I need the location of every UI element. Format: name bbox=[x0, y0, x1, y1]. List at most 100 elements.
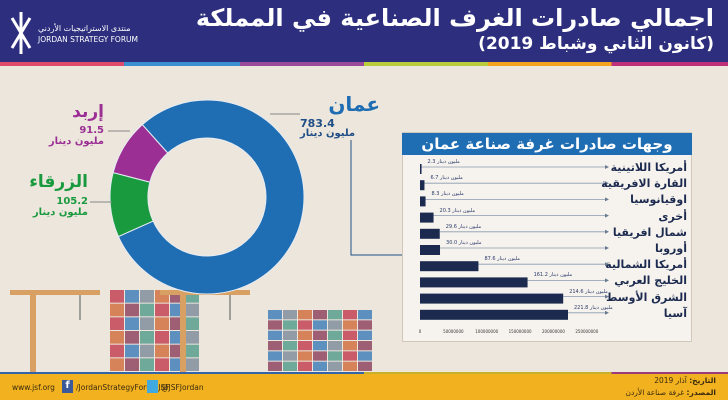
container bbox=[313, 351, 327, 361]
bar-value-label: 161.2 مليون دينار bbox=[533, 272, 573, 279]
bar-category-label: شمال افريقيا bbox=[612, 225, 687, 239]
container bbox=[313, 320, 327, 330]
website-link[interactable]: www.jsf.org bbox=[12, 383, 55, 392]
crane bbox=[30, 290, 36, 372]
amman-unit: مليون دينار bbox=[300, 128, 356, 139]
container bbox=[298, 330, 312, 340]
container bbox=[343, 351, 357, 361]
container bbox=[140, 344, 154, 358]
date-value: آذار 2019 bbox=[654, 376, 687, 385]
arrow-icon bbox=[605, 181, 609, 186]
bar-category-label: الشرق الأوسط bbox=[606, 290, 687, 304]
container bbox=[283, 310, 297, 320]
bar-category-label: اوقيانوسيا bbox=[630, 193, 687, 207]
container bbox=[358, 361, 372, 371]
zarqa-value: 105.2 bbox=[56, 196, 88, 207]
container bbox=[125, 331, 139, 344]
container bbox=[110, 358, 124, 371]
crane-arm bbox=[10, 290, 100, 295]
container bbox=[343, 341, 357, 351]
container bbox=[185, 317, 199, 330]
amman-connector-line bbox=[350, 140, 402, 256]
container bbox=[185, 344, 199, 358]
crane bbox=[180, 290, 186, 372]
container bbox=[313, 330, 327, 340]
container bbox=[268, 310, 282, 320]
container bbox=[283, 351, 297, 361]
container bbox=[140, 290, 154, 303]
container bbox=[110, 290, 124, 303]
container bbox=[313, 361, 327, 371]
bar-chart-title: وجهات صادرات غرفة صناعة عمان bbox=[402, 133, 692, 155]
x-tick-label: 200000000 bbox=[542, 329, 565, 334]
zarqa-label: الزرقاء bbox=[29, 172, 88, 192]
irbid-value: 91.5 bbox=[79, 125, 104, 136]
container bbox=[140, 331, 154, 344]
bar-category-label: الخليج العربي bbox=[614, 274, 687, 288]
bar bbox=[420, 228, 440, 239]
container bbox=[328, 310, 342, 320]
container bbox=[283, 320, 297, 330]
container bbox=[298, 361, 312, 371]
facebook-link[interactable]: /JordanStrategyForumJSF bbox=[76, 383, 170, 392]
logo-text-english: JORDAN STRATEGY FORUM bbox=[38, 35, 139, 44]
page-subtitle: (كانون الثاني وشباط 2019) bbox=[478, 34, 714, 54]
container bbox=[155, 317, 169, 330]
bar-category-label: أمريكا اللاتينية bbox=[610, 161, 687, 174]
amman-value: 783.4 bbox=[300, 117, 335, 130]
logo-text-arabic: منتدى الاستراتيجيات الأردني bbox=[38, 24, 131, 33]
container bbox=[155, 331, 169, 344]
bar-category-label: أخرى bbox=[658, 209, 687, 223]
container bbox=[185, 303, 199, 317]
arrow-icon bbox=[605, 294, 609, 299]
arrow-icon bbox=[605, 165, 609, 169]
date-label: التاريخ: bbox=[689, 376, 716, 385]
donut-slice-0 bbox=[117, 99, 305, 295]
twitter-link[interactable]: @JSFJordan bbox=[161, 383, 204, 392]
bar-value-label: 87.6 مليون دينار bbox=[484, 256, 520, 263]
source-value: غرفة صناعة الأردن bbox=[625, 388, 685, 397]
container bbox=[110, 303, 124, 317]
page-title: اجمالي صادرات الغرف الصناعية في المملكة bbox=[195, 4, 714, 32]
bar-category-label: أوروبا bbox=[654, 242, 687, 255]
x-tick-label: 250000000 bbox=[575, 329, 599, 334]
x-tick-label: 150000000 bbox=[508, 329, 532, 334]
bar-value-label: 6.7 مليون دينار bbox=[430, 175, 463, 182]
container bbox=[155, 358, 169, 371]
twitter-icon[interactable] bbox=[147, 380, 158, 393]
container bbox=[298, 310, 312, 320]
bar-value-label: 29.6 مليون دينار bbox=[445, 223, 482, 230]
container bbox=[298, 351, 312, 361]
source-label: المصدر: bbox=[686, 388, 716, 397]
container bbox=[125, 317, 139, 330]
arrow-icon bbox=[605, 262, 609, 267]
container bbox=[298, 341, 312, 351]
bar bbox=[420, 277, 528, 288]
container bbox=[313, 310, 327, 320]
jsf-logo-icon bbox=[10, 12, 32, 54]
container bbox=[283, 341, 297, 351]
container bbox=[358, 310, 372, 320]
donut-slice-2 bbox=[112, 123, 169, 183]
color-stripe bbox=[0, 62, 728, 66]
container bbox=[343, 330, 357, 340]
container bbox=[343, 361, 357, 371]
x-tick-label: 50000000 bbox=[443, 329, 464, 334]
bar-value-label: 214.6 مليون دينار bbox=[569, 288, 608, 295]
container bbox=[298, 320, 312, 330]
container bbox=[125, 303, 139, 317]
bar-value-label: 221.8 مليون دينار bbox=[574, 304, 613, 311]
amman-label: عمان bbox=[328, 92, 380, 116]
container bbox=[155, 344, 169, 358]
container bbox=[140, 358, 154, 371]
bar-value-label: 2.3 مليون دينار bbox=[427, 159, 460, 165]
container bbox=[328, 320, 342, 330]
container bbox=[268, 351, 282, 361]
header: منتدى الاستراتيجيات الأردني JORDAN STRAT… bbox=[0, 0, 728, 62]
footer-divider bbox=[0, 372, 728, 374]
bar-value-label: 8.3 مليون دينار bbox=[431, 191, 464, 198]
bar bbox=[420, 212, 434, 223]
container bbox=[125, 344, 139, 358]
facebook-icon[interactable]: f bbox=[62, 380, 73, 393]
